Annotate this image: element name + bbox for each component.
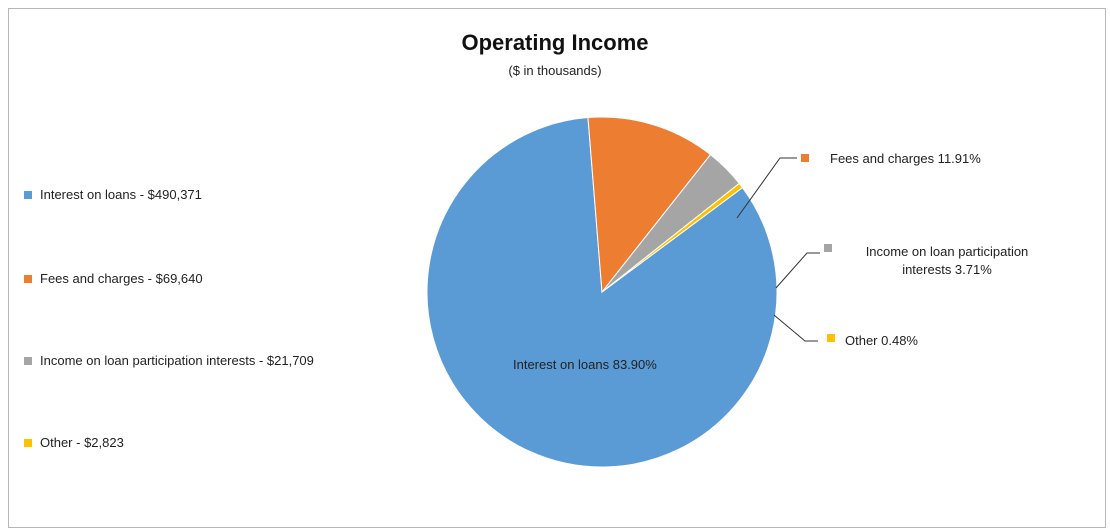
pie-slices [426,116,778,468]
data-label-marker-fees [801,154,809,162]
chart-subtitle: ($ in thousands) [508,63,602,78]
leader-line-loan-participation [775,252,820,289]
legend-item-fees-and-charges: Fees and charges - $69,640 [24,270,324,288]
data-label-loan-participation-line2: interests 3.71% [902,262,992,277]
legend-label-fees-and-charges: Fees and charges - $69,640 [40,271,203,286]
data-label-other: Other 0.48% [845,333,918,348]
legend-item-other: Other - $2,823 [24,434,324,452]
legend-item-loan-participation: Income on loan participation interests -… [24,352,324,370]
legend-label-other: Other - $2,823 [40,435,124,450]
legend-swatch-other [24,439,32,447]
legend-item-interest-on-loans: Interest on loans - $490,371 [24,186,324,204]
leader-line-other [773,314,818,342]
legend-label-interest-on-loans: Interest on loans - $490,371 [40,187,202,202]
leader-line-fees [736,157,797,219]
legend-label-loan-participation: Income on loan participation interests -… [40,353,314,368]
data-label-interest-on-loans: Interest on loans 83.90% [513,357,657,372]
data-label-loan-participation-line1: Income on loan participation [866,244,1029,259]
legend-swatch-loan-participation [24,357,32,365]
chart-title: Operating Income [461,30,649,55]
data-label-marker-other [827,334,835,342]
data-label-fees-and-charges: Fees and charges 11.91% [830,151,981,166]
data-label-marker-loan-participation [824,244,832,252]
legend-swatch-interest-on-loans [24,191,32,199]
legend-swatch-fees-and-charges [24,275,32,283]
pie-slice-fees-and-charges [587,116,712,294]
pie-slice-other [601,182,744,293]
